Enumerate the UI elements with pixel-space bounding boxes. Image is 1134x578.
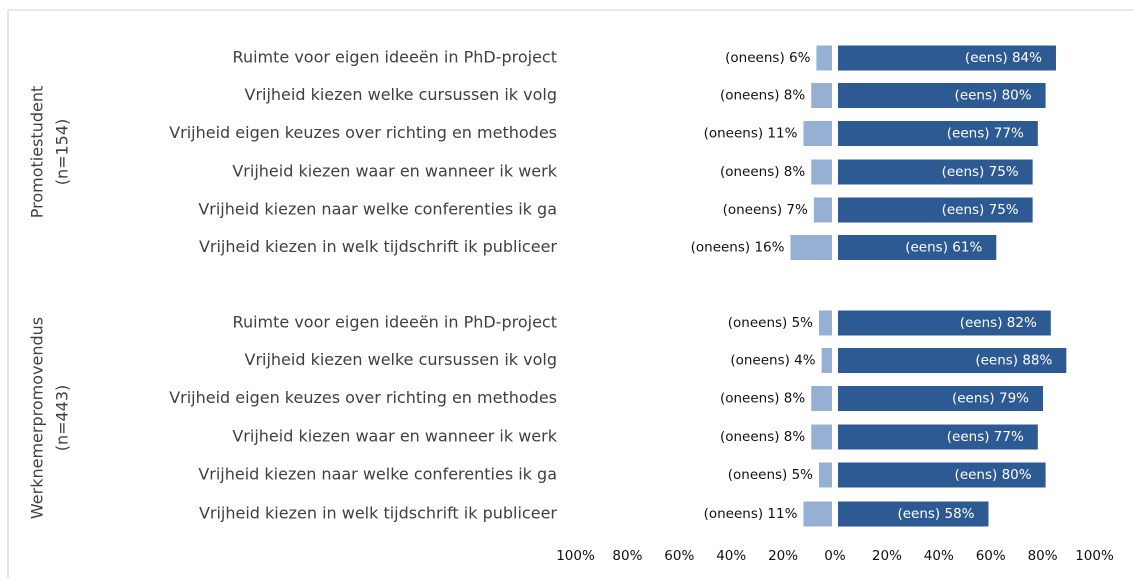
x-tick-label: 40% [924, 548, 954, 564]
bar [838, 310, 1051, 336]
data-label: (eens) 75% [942, 202, 1019, 218]
x-tick-label: 100% [556, 548, 595, 564]
category-label: Vrijheid eigen keuzes over richting en m… [169, 123, 557, 142]
category-label: Vrijheid kiezen naar welke conferenties … [198, 200, 557, 219]
x-tick-label: 100% [1075, 548, 1114, 564]
bar [838, 45, 1056, 71]
data-label: (oneens) 8% [720, 429, 805, 445]
bar [803, 121, 832, 146]
category-label: Vrijheid kiezen in welk tijdschrift ik p… [199, 237, 557, 256]
data-label: (eens) 80% [955, 88, 1032, 104]
bar [811, 83, 832, 108]
bar [816, 45, 832, 71]
group-count: (n=154) [53, 119, 72, 186]
bar [819, 462, 832, 488]
group-count: (n=443) [53, 385, 72, 452]
category-label: Ruimte voor eigen ideeën in PhD-project [233, 48, 557, 67]
bar [838, 424, 1038, 450]
data-label: (oneens) 8% [720, 88, 805, 104]
data-label: (eens) 58% [897, 506, 974, 522]
x-tick-label: 20% [872, 548, 902, 564]
category-label: Vrijheid eigen keuzes over richting en m… [169, 388, 557, 407]
bar [819, 310, 832, 336]
x-tick-label: 60% [664, 548, 694, 564]
category-label: Vrijheid kiezen naar welke conferenties … [198, 465, 557, 484]
data-label: (eens) 77% [947, 126, 1024, 142]
category-label: Vrijheid kiezen in welk tijdschrift ik p… [199, 504, 557, 523]
data-label: (oneens) 11% [704, 126, 798, 142]
data-label: (oneens) 5% [728, 467, 813, 483]
category-label: Ruimte voor eigen ideeën in PhD-project [233, 313, 557, 332]
data-label: (oneens) 8% [720, 164, 805, 180]
data-label: (eens) 75% [942, 164, 1019, 180]
x-tick-label: 40% [716, 548, 746, 564]
bar [790, 235, 832, 260]
bar [838, 121, 1038, 146]
data-label: (oneens) 5% [728, 315, 813, 331]
bar [821, 348, 832, 373]
category-label: Vrijheid kiezen waar en wanneer ik werk [232, 427, 557, 446]
x-tick-label: 20% [768, 548, 798, 564]
bar [838, 386, 1044, 411]
bar [838, 159, 1033, 185]
x-tick-label: 60% [976, 548, 1006, 564]
data-label: (eens) 77% [947, 429, 1024, 445]
data-label: (oneens) 7% [723, 202, 808, 218]
x-tick-label: 80% [612, 548, 642, 564]
data-label: (eens) 82% [960, 315, 1037, 331]
bar [811, 159, 832, 185]
category-label: Vrijheid kiezen welke cursussen ik volg [245, 85, 558, 104]
data-label: (oneens) 16% [691, 240, 785, 256]
bar [838, 348, 1067, 373]
x-tick-label: 0% [824, 548, 846, 564]
data-label: (oneens) 4% [730, 353, 815, 369]
category-label: Vrijheid kiezen welke cursussen ik volg [245, 350, 558, 369]
bar [803, 501, 832, 527]
group-label: Werknemerpromovendus [28, 317, 47, 519]
bar [838, 462, 1046, 488]
data-label: (eens) 88% [975, 353, 1052, 369]
data-label: (eens) 79% [952, 391, 1029, 407]
data-label: (oneens) 8% [720, 391, 805, 407]
data-label: (eens) 84% [965, 50, 1042, 66]
bar [838, 235, 997, 260]
bar [811, 386, 832, 411]
bar [838, 83, 1046, 108]
data-label: (oneens) 6% [725, 50, 810, 66]
data-label: (oneens) 11% [704, 506, 798, 522]
data-label: (eens) 80% [955, 467, 1032, 483]
category-label: Vrijheid kiezen waar en wanneer ik werk [232, 162, 557, 181]
data-label: (eens) 61% [905, 240, 982, 256]
bar [838, 501, 989, 527]
x-tick-label: 80% [1028, 548, 1058, 564]
bar [838, 197, 1033, 223]
bar [811, 424, 832, 450]
bar [813, 197, 832, 223]
group-label: Promotiestudent [28, 86, 47, 218]
